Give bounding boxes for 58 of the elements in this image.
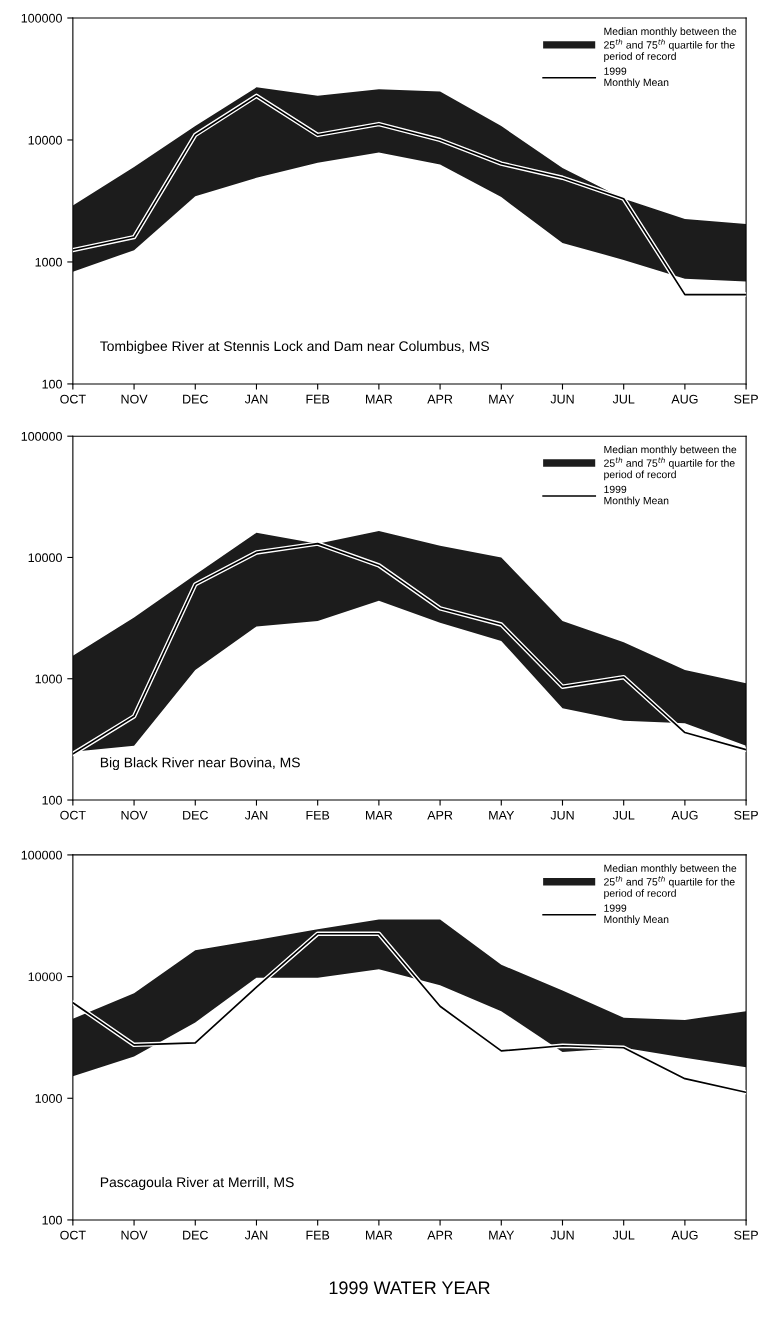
x-tick-label: MAR	[366, 394, 393, 404]
x-tick-label: NOV	[121, 394, 148, 404]
x-axis-title: 1999 WATER YEAR	[329, 1281, 490, 1295]
x-tick-label: OCT	[60, 394, 86, 404]
y-tick-label: 10000	[28, 972, 62, 982]
x-tick-label: MAR	[366, 1230, 393, 1240]
y-tick-label: 1000	[35, 674, 62, 684]
x-tick-label: AUG	[671, 810, 698, 820]
x-tick-label: SEP	[734, 1230, 758, 1240]
legend-label: 1999 Monthly Mean	[604, 485, 669, 507]
x-tick-label: JUN	[550, 1230, 574, 1240]
x-tick-label: JUN	[550, 810, 574, 820]
y-tick-label: 100000	[21, 850, 62, 860]
y-tick-label: 100	[42, 1215, 62, 1225]
x-tick-label: AUG	[671, 1230, 698, 1240]
x-tick-label: AUG	[671, 394, 698, 404]
legend-label: Median monthly between the 25$^{th}$ and 75$^{th}$ quartile for the period of record	[604, 445, 737, 481]
x-tick-label: SEP	[734, 394, 758, 404]
legend-label: Median monthly between the 25$^{th}$ and 75$^{th}$ quartile for the period of record	[604, 864, 737, 899]
x-tick-label: JUL	[612, 810, 635, 820]
x-tick-label: APR	[427, 394, 453, 404]
x-tick-label: NOV	[121, 1230, 148, 1240]
y-tick-label: 1000	[35, 257, 62, 267]
y-tick-label: 100000	[21, 431, 62, 441]
y-tick-label: 100	[42, 379, 62, 389]
legend-label: 1999 Monthly Mean	[604, 904, 669, 926]
x-tick-label: APR	[427, 1230, 453, 1240]
y-tick-label: 100	[42, 795, 62, 805]
x-tick-label: OCT	[60, 1230, 86, 1240]
y-tick-label: 10000	[28, 553, 62, 563]
x-tick-label: FEB	[306, 810, 330, 820]
x-tick-label: SEP	[734, 810, 758, 820]
x-tick-label: JUN	[550, 394, 574, 404]
x-tick-label: OCT	[60, 810, 86, 820]
x-tick-label: DEC	[183, 810, 208, 820]
x-tick-label: JAN	[244, 810, 268, 820]
annotation: Tombigbee River at Stennis Lock and Dam near Columbus, MS	[100, 340, 489, 354]
x-tick-label: MAY	[489, 394, 515, 404]
x-tick-label: JAN	[244, 394, 268, 404]
x-tick-label: DEC	[183, 394, 208, 404]
x-tick-label: FEB	[306, 1230, 330, 1240]
x-tick-label: NOV	[121, 810, 148, 820]
x-tick-label: APR	[427, 810, 453, 820]
x-tick-label: DEC	[183, 1230, 208, 1240]
y-tick-label: 10000	[28, 135, 62, 145]
x-tick-label: MAR	[366, 810, 393, 820]
annotation: Pascagoula River at Merrill, MS	[100, 1176, 294, 1190]
x-tick-label: FEB	[306, 394, 330, 404]
legend-label: Median monthly between the 25$^{th}$ and 75$^{th}$ quartile for the period of record	[604, 27, 737, 62]
annotation: Big Black River near Bovina, MS	[100, 757, 300, 771]
x-tick-label: MAY	[489, 1230, 515, 1240]
x-tick-label: JUL	[612, 394, 635, 404]
x-tick-label: JAN	[244, 1230, 268, 1240]
y-tick-label: 100000	[21, 13, 62, 23]
legend-label: 1999 Monthly Mean	[604, 67, 669, 89]
y-tick-label: 1000	[35, 1094, 62, 1103]
x-tick-label: MAY	[489, 810, 515, 820]
x-tick-label: JUL	[612, 1230, 635, 1240]
